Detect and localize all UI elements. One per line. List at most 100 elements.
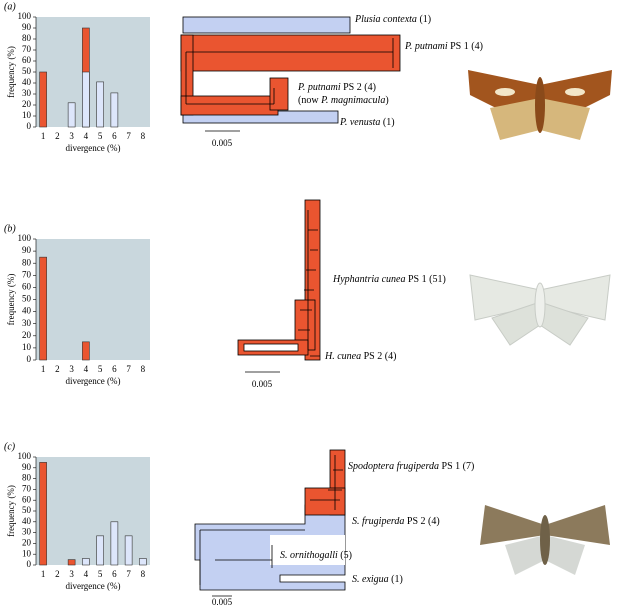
branch	[199, 455, 343, 585]
x-tick-label: 3	[69, 131, 74, 141]
x-axis-label: divergence (%)	[65, 143, 120, 153]
taxon-label: S. ornithogalli (5)	[280, 550, 352, 561]
label-part: Spodoptera frugiperda	[348, 461, 439, 472]
x-tick-label: 7	[126, 569, 131, 579]
bar	[110, 92, 119, 128]
taxon-label: P. putnami PS 1 (4)	[404, 41, 483, 52]
x-tick-label: 3	[69, 364, 74, 374]
body	[535, 77, 545, 133]
y-tick-label: 50	[22, 294, 32, 304]
y-tick-label: 10	[22, 548, 32, 558]
label-part: (1)	[389, 574, 403, 585]
y-tick-label: 80	[22, 33, 32, 43]
moth-b	[469, 274, 611, 346]
x-tick-label: 2	[55, 131, 60, 141]
body	[534, 282, 546, 328]
scale-label: 0.005	[212, 138, 233, 148]
plot-background	[36, 239, 150, 360]
bar	[82, 558, 90, 566]
scale-label: 0.005	[252, 379, 273, 389]
y-tick-label: 20	[22, 99, 32, 109]
bar	[67, 102, 76, 128]
y-tick-label: 20	[22, 537, 32, 547]
x-tick-label: 8	[141, 131, 146, 141]
x-tick-label: 6	[112, 131, 117, 141]
label-part: PS 2 (4)	[361, 351, 396, 362]
label-part: (1)	[380, 117, 394, 128]
y-tick-label: 100	[18, 233, 32, 243]
taxon-label: H. cunea PS 2 (4)	[324, 351, 396, 362]
y-axis-label: frequency (%)	[6, 274, 16, 326]
bar	[39, 462, 47, 566]
clade	[269, 77, 289, 111]
x-tick-label: 5	[98, 364, 103, 374]
taxon-label: (now P. magnimacula)	[298, 95, 389, 106]
moth-c	[480, 505, 610, 575]
label-part: H. cunea	[324, 351, 361, 362]
wing	[490, 98, 540, 140]
x-tick-label: 6	[112, 569, 117, 579]
bar	[96, 535, 104, 566]
wing	[480, 505, 545, 545]
scale-label: 0.005	[212, 597, 233, 607]
taxon-label: P. venusta (1)	[339, 117, 395, 128]
label-part: PS 1 (51)	[406, 274, 446, 285]
panel-label: (b)	[4, 223, 16, 234]
y-tick-label: 0	[27, 121, 32, 131]
spot	[495, 88, 515, 96]
y-tick-label: 50	[22, 505, 32, 515]
label-part: PS 2 (4)	[404, 516, 439, 527]
y-tick-label: 40	[22, 77, 32, 87]
wing	[505, 535, 545, 575]
y-axis-label: frequency (%)	[6, 46, 16, 98]
y-tick-label: 90	[22, 245, 32, 255]
label-part: (now	[298, 95, 321, 106]
bar	[124, 535, 133, 566]
bar	[139, 558, 147, 566]
bar	[110, 521, 119, 566]
clade	[180, 34, 401, 72]
tree-b	[237, 199, 321, 373]
y-tick-label: 60	[22, 494, 32, 504]
y-tick-label: 70	[22, 269, 32, 279]
y-tick-label: 60	[22, 55, 32, 65]
label-part: Plusia contexta	[354, 14, 417, 25]
wing	[545, 505, 610, 545]
label-part: )	[385, 95, 388, 106]
y-tick-label: 70	[22, 44, 32, 54]
panel-label: (a)	[4, 1, 16, 12]
x-tick-label: 2	[55, 569, 60, 579]
y-tick-label: 30	[22, 88, 32, 98]
label-part: P. putnami	[297, 82, 341, 93]
x-axis-label: divergence (%)	[65, 376, 120, 386]
bar	[39, 71, 47, 128]
spot	[565, 88, 585, 96]
y-tick-label: 90	[22, 462, 32, 472]
tree-c	[194, 449, 346, 597]
taxon-label: S. exigua (1)	[352, 574, 403, 585]
x-axis-label: divergence (%)	[65, 581, 120, 591]
x-tick-label: 2	[55, 364, 60, 374]
y-tick-label: 10	[22, 110, 32, 120]
taxon-label: P. putnami PS 2 (4)	[297, 82, 376, 93]
label-part: S. ornithogalli	[280, 550, 338, 561]
y-tick-label: 0	[27, 354, 32, 364]
x-tick-label: 3	[69, 569, 74, 579]
plot-background	[36, 457, 150, 565]
clade	[182, 16, 351, 34]
label-part: P. magnimacula	[320, 95, 385, 106]
bar	[96, 81, 104, 128]
y-tick-label: 70	[22, 483, 32, 493]
bar	[82, 341, 90, 361]
plot-background	[36, 17, 150, 127]
x-tick-label: 6	[112, 364, 117, 374]
taxon-label: Spodoptera frugiperda PS 1 (7)	[348, 461, 474, 472]
bar	[39, 256, 47, 361]
branch	[298, 210, 320, 357]
x-tick-label: 7	[126, 364, 131, 374]
label-part: PS 1 (7)	[439, 461, 474, 472]
y-tick-label: 80	[22, 473, 32, 483]
x-tick-label: 8	[141, 364, 146, 374]
